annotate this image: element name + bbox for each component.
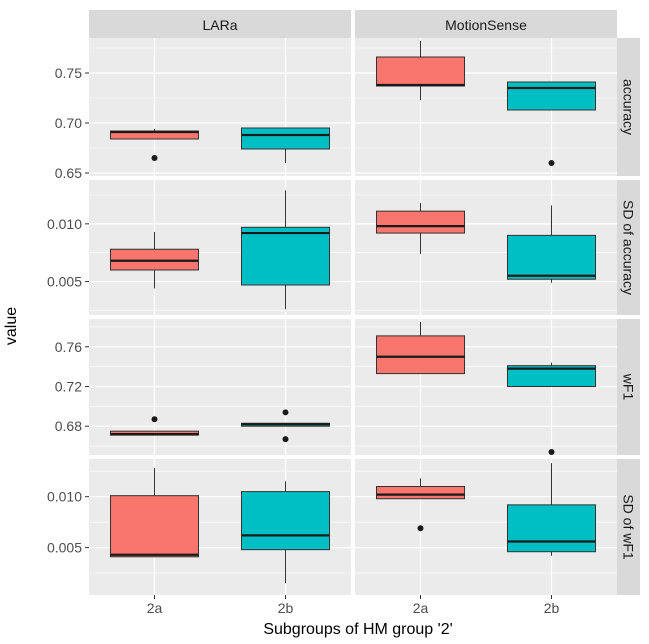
box-sd-of-accuracy-lara-2b bbox=[241, 190, 330, 310]
box-body bbox=[110, 495, 199, 558]
row-strip-sd-of-wf1 bbox=[617, 459, 640, 595]
panel-wf1-lara bbox=[89, 319, 351, 455]
y-tick-label-sd-of-wf1: 0.010 bbox=[47, 489, 82, 505]
y-tick-label-wf1: 0.68 bbox=[55, 418, 82, 434]
row-strip-accuracy bbox=[617, 38, 640, 176]
strip-label-motionsense: MotionSense bbox=[445, 17, 527, 33]
outlier-point bbox=[548, 160, 555, 166]
panel-sd-of-wf1-lara bbox=[89, 459, 351, 595]
box-body bbox=[507, 504, 596, 553]
y-axis-layer: 0.65 0.70 0.75 0.005 0.010 0.68 0.72 0.76 0.005 0… bbox=[47, 65, 89, 556]
y-tick-label-sd-of-accuracy: 0.005 bbox=[47, 274, 82, 290]
box-accuracy-lara-2a bbox=[110, 129, 199, 161]
row-label-wf1: wF1 bbox=[621, 373, 637, 401]
box-body bbox=[376, 335, 465, 375]
strip-lara bbox=[89, 10, 351, 38]
y-tick-label-sd-of-wf1: 0.005 bbox=[47, 540, 82, 556]
box-body bbox=[241, 491, 330, 551]
row-label-accuracy: accuracy bbox=[621, 79, 637, 135]
x-axis-layer: 2a 2b 2a 2b bbox=[147, 595, 560, 616]
outlier-point bbox=[151, 416, 158, 423]
panel-wf1-motionsense bbox=[355, 319, 617, 456]
box-wf1-motionsense-2a bbox=[376, 321, 465, 375]
box-sd-of-wf1-lara-2b bbox=[241, 481, 330, 584]
outlier-point bbox=[548, 449, 555, 456]
box-body bbox=[376, 56, 465, 87]
box-wf1-lara-2a bbox=[110, 416, 199, 436]
y-tick-label-accuracy: 0.65 bbox=[55, 165, 82, 181]
panel-sd-of-wf1-motionsense bbox=[355, 459, 617, 595]
x-tick-label-2a: 2a bbox=[413, 600, 429, 616]
x-tick-label-2a: 2a bbox=[147, 600, 163, 616]
y-axis-title: value bbox=[3, 307, 20, 345]
y-tick-label-sd-of-accuracy: 0.010 bbox=[47, 216, 82, 232]
row-label-sd-of-accuracy: SD of accuracy bbox=[621, 200, 637, 295]
box-body bbox=[376, 210, 465, 234]
panel-accuracy-lara bbox=[89, 38, 351, 176]
row-strip-sd-of-accuracy bbox=[617, 180, 640, 315]
box-body bbox=[110, 248, 199, 271]
y-tick-label-accuracy: 0.75 bbox=[55, 65, 82, 81]
box-body bbox=[241, 226, 330, 286]
box-body bbox=[241, 127, 330, 150]
x-tick-label-2b: 2b bbox=[544, 600, 560, 616]
outlier-point bbox=[151, 155, 158, 161]
box-wf1-lara-2b bbox=[241, 409, 330, 443]
panel-background bbox=[89, 38, 351, 176]
box-sd-of-wf1-motionsense-2a bbox=[376, 478, 465, 532]
box-accuracy-motionsense-2b bbox=[507, 81, 596, 166]
box-accuracy-lara-2b bbox=[241, 127, 330, 163]
strips-layer: LARa MotionSense accuracy SD of accuracy wF1… bbox=[89, 10, 640, 595]
box-sd-of-wf1-lara-2a bbox=[110, 468, 199, 558]
strip-motionsense bbox=[355, 10, 617, 38]
box-accuracy-motionsense-2a bbox=[376, 41, 465, 100]
strip-label-lara: LARa bbox=[202, 17, 237, 33]
box-sd-of-accuracy-motionsense-2a bbox=[376, 203, 465, 254]
box-sd-of-accuracy-lara-2a bbox=[110, 231, 199, 289]
panels-layer bbox=[89, 38, 617, 595]
x-axis-title: Subgroups of HM group '2' bbox=[263, 621, 452, 638]
box-wf1-motionsense-2b bbox=[507, 362, 596, 456]
box-sd-of-wf1-motionsense-2b bbox=[507, 463, 596, 556]
outlier-point bbox=[417, 525, 424, 532]
outlier-point bbox=[282, 409, 289, 416]
box-body bbox=[507, 234, 596, 280]
row-strip-wf1 bbox=[617, 319, 640, 455]
box-body bbox=[507, 365, 596, 388]
box-body bbox=[507, 81, 596, 111]
x-tick-label-2b: 2b bbox=[278, 600, 294, 616]
outlier-point bbox=[282, 436, 289, 443]
y-tick-label-wf1: 0.76 bbox=[55, 339, 82, 355]
y-tick-label-accuracy: 0.70 bbox=[55, 115, 82, 131]
y-tick-label-wf1: 0.72 bbox=[55, 379, 82, 395]
row-label-sd-of-wf1: SD of wF1 bbox=[621, 494, 637, 560]
panel-sd-of-accuracy-lara bbox=[89, 180, 351, 315]
panel-accuracy-motionsense bbox=[355, 38, 617, 176]
panel-sd-of-accuracy-motionsense bbox=[355, 180, 617, 315]
box-sd-of-accuracy-motionsense-2b bbox=[507, 205, 596, 283]
box-body bbox=[376, 486, 465, 500]
